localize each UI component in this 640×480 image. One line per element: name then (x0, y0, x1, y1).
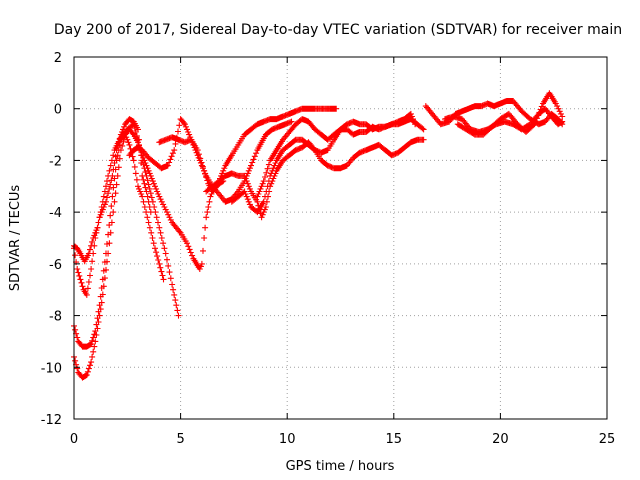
x-tick-label: 5 (176, 432, 184, 447)
x-tick-label: 15 (386, 432, 403, 447)
x-tick-label: 10 (279, 432, 296, 447)
y-tick-label: -6 (49, 258, 62, 273)
data-point-markers (254, 110, 419, 200)
x-tick-label: 25 (599, 432, 616, 447)
y-tick-label: -4 (49, 206, 62, 221)
y-tick-label: -12 (41, 413, 62, 428)
y-tick-label: -2 (49, 154, 62, 169)
x-axis-label: GPS time / hours (286, 459, 395, 474)
axis-ticks: 0 5 10 15 20 25 -12 -10 -8 -6 -4 -2 0 2 (41, 51, 616, 447)
chart-title: Day 200 of 2017, Sidereal Day-to-day VTE… (54, 22, 622, 38)
y-tick-label: -10 (41, 361, 62, 376)
data-point-markers (203, 136, 427, 221)
series-arc-l (454, 90, 566, 138)
series-arc-c (71, 116, 154, 298)
data-point-markers (454, 90, 566, 138)
data-marks (71, 90, 566, 381)
y-tick-label: -8 (49, 310, 62, 325)
series-arc-i (254, 110, 419, 200)
x-tick-label: 0 (70, 432, 78, 447)
y-axis-label: SDTVAR / TECUs (8, 185, 23, 292)
x-tick-label: 20 (492, 432, 509, 447)
data-point-markers (71, 116, 154, 298)
y-tick-label: 0 (54, 103, 62, 118)
series-arc-g (203, 136, 427, 221)
y-tick-label: 2 (54, 51, 62, 66)
plot-frame (73, 56, 608, 420)
